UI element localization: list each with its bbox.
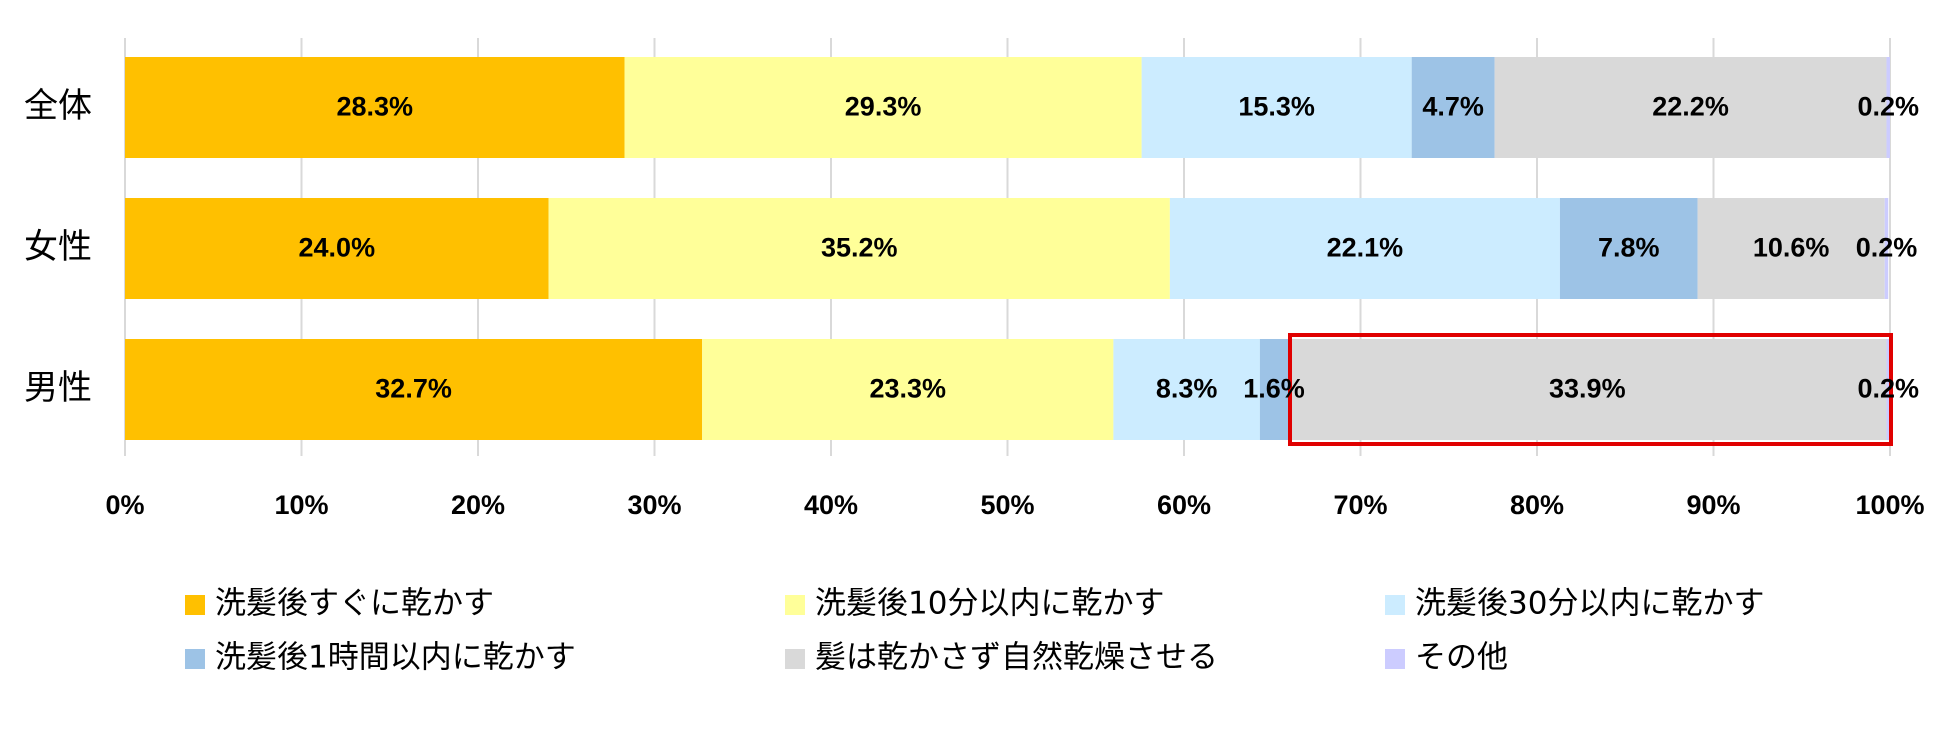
data-label: 8.3% bbox=[1156, 374, 1218, 404]
legend-swatch bbox=[785, 595, 805, 615]
legend-label: その他 bbox=[1415, 640, 1508, 676]
y-tick-label: 男性 bbox=[24, 368, 92, 408]
bar-segment bbox=[1259, 339, 1289, 440]
bar-segment bbox=[1169, 198, 1560, 299]
bar-segment bbox=[125, 339, 703, 440]
data-label: 0.2% bbox=[1857, 92, 1919, 122]
legend-label: 洗髪後1時間以内に乾かす bbox=[215, 640, 576, 676]
legend-label: 洗髪後すぐに乾かす bbox=[215, 586, 494, 622]
bar-segment bbox=[125, 57, 625, 158]
bar-segment bbox=[1697, 198, 1885, 299]
bar-segment bbox=[125, 198, 549, 299]
x-tick-label: 100% bbox=[1855, 490, 1924, 520]
data-label: 0.2% bbox=[1857, 374, 1919, 404]
bars bbox=[125, 57, 1890, 440]
legend-label: 髪は乾かさず自然乾燥させる bbox=[815, 640, 1218, 676]
x-tick-label: 60% bbox=[1157, 490, 1211, 520]
data-label: 15.3% bbox=[1238, 92, 1315, 122]
highlight-box bbox=[1288, 333, 1893, 446]
bar-segment bbox=[1886, 339, 1890, 440]
legend-swatch bbox=[185, 649, 205, 669]
labels: 0% 10% 20% 30% 40% 50% 60% 70% 80% 90% 100% 全体 28.3%… bbox=[24, 86, 1925, 676]
bar-segment bbox=[1141, 57, 1412, 158]
x-tick-label: 70% bbox=[1333, 490, 1387, 520]
bar-segment bbox=[624, 57, 1142, 158]
data-label: 22.2% bbox=[1652, 92, 1729, 122]
legend-swatch bbox=[785, 649, 805, 669]
x-tick-label: 30% bbox=[627, 490, 681, 520]
y-tick-label: 全体 bbox=[24, 86, 92, 126]
bar-segment bbox=[548, 198, 1170, 299]
data-label: 22.1% bbox=[1327, 233, 1404, 263]
legend-label: 洗髪後10分以内に乾かす bbox=[815, 586, 1164, 622]
x-tick-label: 90% bbox=[1686, 490, 1740, 520]
bar-segment bbox=[702, 339, 1114, 440]
x-tick-label: 20% bbox=[451, 490, 505, 520]
bar-segment bbox=[1288, 339, 1887, 440]
data-label: 24.0% bbox=[299, 233, 376, 263]
data-label: 29.3% bbox=[845, 92, 922, 122]
y-tick-label: 女性 bbox=[24, 227, 92, 267]
legend-swatch bbox=[1385, 649, 1405, 669]
data-label: 35.2% bbox=[821, 233, 898, 263]
data-label: 28.3% bbox=[336, 92, 413, 122]
x-tick-label: 50% bbox=[980, 490, 1034, 520]
legend-label: 洗髪後30分以内に乾かす bbox=[1415, 586, 1764, 622]
bar-segment bbox=[1494, 57, 1887, 158]
x-tick-label: 10% bbox=[274, 490, 328, 520]
x-tick-label: 40% bbox=[804, 490, 858, 520]
bar-segment bbox=[1113, 339, 1260, 440]
data-label: 33.9% bbox=[1549, 374, 1626, 404]
data-label: 10.6% bbox=[1753, 233, 1830, 263]
bar-segment bbox=[1411, 57, 1495, 158]
data-label: 1.6% bbox=[1243, 374, 1305, 404]
data-label: 4.7% bbox=[1422, 92, 1484, 122]
legend-swatch bbox=[1385, 595, 1405, 615]
data-label: 0.2% bbox=[1856, 233, 1918, 263]
data-label: 32.7% bbox=[375, 374, 452, 404]
data-label: 7.8% bbox=[1598, 233, 1660, 263]
x-tick-label: 0% bbox=[105, 490, 144, 520]
bar-segment bbox=[1886, 57, 1890, 158]
legend-swatch bbox=[185, 595, 205, 615]
data-label: 23.3% bbox=[869, 374, 946, 404]
bar-segment bbox=[1559, 198, 1698, 299]
x-tick-label: 80% bbox=[1510, 490, 1564, 520]
bar-segment bbox=[1884, 198, 1889, 299]
